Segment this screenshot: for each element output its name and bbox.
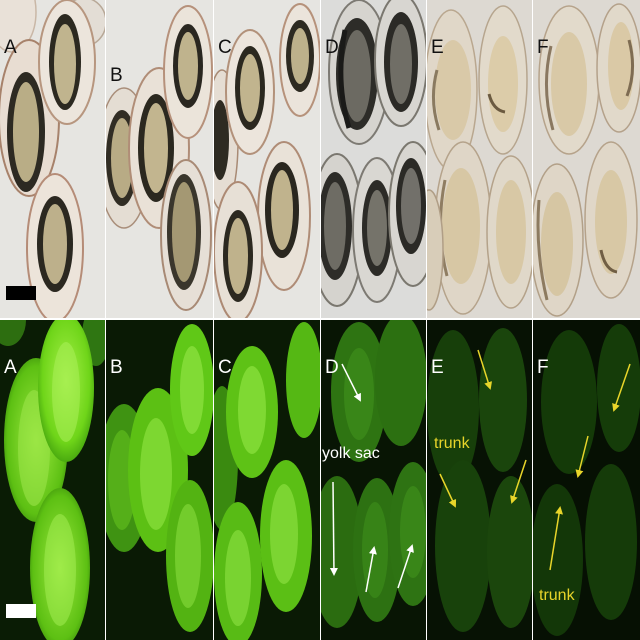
trunk-arrow-e-right <box>510 459 527 504</box>
brightfield-panel-e <box>427 0 532 318</box>
yolk-sac-arrow-middle <box>365 546 377 593</box>
scale-bar-brightfield <box>6 286 36 300</box>
brightfield-panel-a <box>0 0 105 318</box>
brightfield-panel-d <box>321 0 426 318</box>
yolk-sac-arrow-upper <box>341 363 361 402</box>
fluorescence-panel-e <box>427 320 532 640</box>
trunk-arrow-f-top <box>612 363 631 412</box>
yolk-sac-label: yolk sac <box>322 445 380 462</box>
fluorescence-panel-a <box>0 320 105 640</box>
trunk-arrow-f-middle <box>575 435 589 478</box>
yolk-sac-arrow-right <box>397 544 414 589</box>
trunk-label-f: trunk <box>539 587 575 604</box>
brightfield-panel-f <box>533 0 640 318</box>
brightfield-panel-b <box>106 0 213 318</box>
fluorescence-panel-f <box>533 320 640 640</box>
fluorescence-panel-d <box>321 320 426 640</box>
trunk-arrow-e-left <box>439 473 457 508</box>
brightfield-panel-c <box>214 0 320 318</box>
fluorescence-panel-b <box>106 320 213 640</box>
trunk-arrow-e-top <box>477 349 493 390</box>
scale-bar-fluorescence <box>6 604 36 618</box>
trunk-arrow-f-bottom <box>549 506 563 571</box>
yolk-sac-arrow-left <box>329 481 338 576</box>
trunk-label-e: trunk <box>434 435 470 452</box>
fluorescence-panel-c <box>214 320 320 640</box>
